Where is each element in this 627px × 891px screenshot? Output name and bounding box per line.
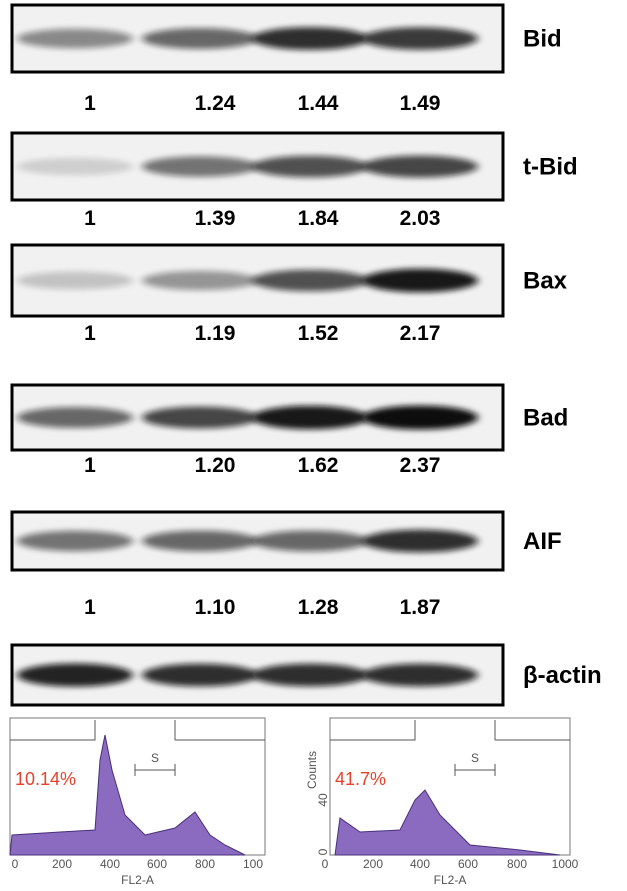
quant-value: 2.37 [400,454,441,477]
quant-value: 1.87 [400,596,441,619]
blot-band [142,664,258,687]
blot-band [17,272,133,290]
gate-label: S [471,751,479,765]
blot-band [362,156,478,178]
quant-value: 1.84 [298,207,339,230]
percent-label: 41.7% [335,769,386,789]
blot-band [252,270,368,292]
blot-band [17,29,133,49]
quant-value: 1.39 [195,207,236,230]
gate-marker [330,720,570,776]
quant-value: 1 [84,596,96,619]
blot-band [17,663,133,686]
blot-band [362,530,478,553]
blot-label: Bax [523,268,568,295]
quant-value: 1.28 [298,596,339,619]
quant-value: 1.49 [400,92,441,115]
quant-value: 1.10 [195,596,236,619]
x-tick-label: 800 [195,857,215,871]
x-tick-label: 200 [363,857,383,871]
blot-band [252,27,368,50]
quant-value: 1.20 [195,454,236,477]
quant-value: 1.52 [298,322,339,345]
quant-value: 1.24 [195,92,236,115]
quant-value: 1 [84,322,96,345]
blot-label: t-Bid [523,154,578,181]
blot-band [362,27,478,49]
quant-value: 2.17 [400,322,441,345]
quant-value: 1.62 [298,454,339,477]
blot-band [142,531,258,552]
gate-marker [10,720,265,776]
quant-value: 1.19 [195,322,236,345]
blot-band [142,271,258,290]
blot-band [142,156,258,176]
blot-band [17,407,133,428]
quant-value: 1 [84,454,96,477]
figure: Bid 1 1.24 1.44 1.49 t-Bid 1 1.39 1.84 2.03 Bax 1 1.… [0,0,627,891]
x-tick-label: 400 [100,857,120,871]
x-axis-label: FL2-A [121,873,154,887]
y-axis-label: Counts [305,751,319,789]
blot-label: Bad [523,405,568,432]
blot-label: AIF [523,528,562,555]
x-tick-label: 200 [52,857,72,871]
histogram-area [10,735,245,855]
x-tick-label: 0 [12,857,19,871]
x-tick-label: 1000 [552,857,579,871]
blot-band [17,158,133,175]
y-tick-label: 40 [316,793,330,807]
blot-band [252,664,368,687]
x-tick-label: 800 [507,857,527,871]
x-tick-label: 600 [458,857,478,871]
blot-band [252,531,368,552]
blot-band [252,406,368,430]
blot-band [362,406,478,430]
blot-band [252,156,368,178]
x-tick-label: 0 [322,857,329,871]
quant-value: 1.44 [298,92,339,115]
x-tick-label: 600 [147,857,167,871]
x-tick-label: 400 [410,857,430,871]
blot-band [142,28,258,49]
percent-label: 10.14% [15,769,76,789]
quant-value: 1 [84,207,96,230]
blot-band [142,407,258,429]
gate-label: S [151,751,159,765]
y-tick-label: 0 [316,848,330,855]
x-tick-label: 100 [243,857,263,871]
quant-value: 1 [84,92,96,115]
quant-value: 2.03 [400,207,441,230]
blot-label: β-actin [523,662,602,689]
blot-band [362,664,478,687]
blot-band [17,531,133,551]
blot-label: Bid [523,26,562,53]
x-axis-label: FL2-A [434,873,467,887]
histogram-area [335,790,560,855]
blot-band [362,269,478,293]
